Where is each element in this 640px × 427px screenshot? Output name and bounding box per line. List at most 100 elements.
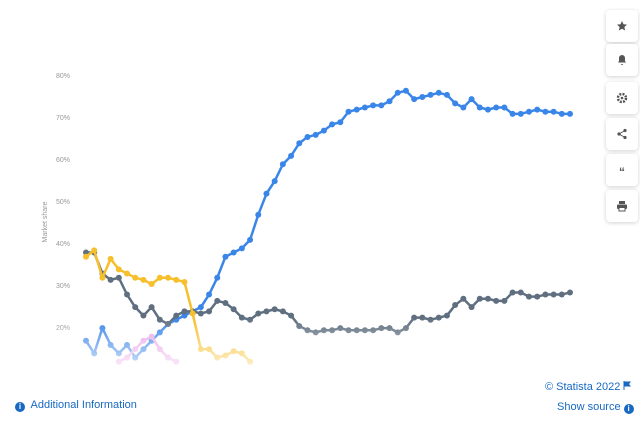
data-point <box>304 133 311 140</box>
data-point <box>542 291 549 298</box>
additional-info-text: Additional Information <box>30 399 137 411</box>
data-point <box>140 276 147 283</box>
data-point <box>83 253 89 260</box>
data-point <box>115 274 122 281</box>
data-point <box>271 306 278 313</box>
data-point <box>493 297 500 304</box>
data-point <box>329 121 336 128</box>
data-point <box>386 98 393 105</box>
data-point <box>214 274 221 281</box>
data-point <box>181 312 188 319</box>
data-point <box>222 253 229 260</box>
data-point <box>197 310 204 317</box>
data-point <box>353 106 360 113</box>
data-point <box>296 140 303 147</box>
data-point <box>509 289 516 296</box>
data-point <box>181 308 188 315</box>
data-point <box>288 152 295 159</box>
data-point <box>255 211 262 218</box>
data-point <box>370 102 377 109</box>
data-point <box>534 293 541 300</box>
data-point <box>419 94 426 101</box>
y-tick-label: 80% <box>56 73 70 80</box>
data-point <box>476 295 483 302</box>
data-point <box>402 87 409 94</box>
y-tick-label: 50% <box>56 199 70 206</box>
data-point <box>534 106 541 113</box>
data-point <box>263 308 270 315</box>
data-point <box>148 281 155 288</box>
print-button[interactable] <box>606 190 638 222</box>
additional-info-link[interactable]: i Additional Information <box>15 399 137 412</box>
data-point <box>411 96 418 103</box>
notification-button[interactable] <box>606 44 638 76</box>
data-point <box>484 295 491 302</box>
data-point <box>320 127 327 134</box>
y-tick-label: 40% <box>56 241 70 248</box>
chart: Market share 20%30%40%50%60%70%80% <box>0 73 600 380</box>
data-point <box>263 190 270 197</box>
data-point <box>132 274 139 281</box>
data-point <box>279 308 286 315</box>
share-button[interactable] <box>606 118 638 150</box>
data-point <box>501 104 508 111</box>
data-point <box>132 304 139 311</box>
data-point <box>468 96 475 103</box>
data-point <box>206 308 213 315</box>
data-point <box>567 289 573 296</box>
data-point <box>476 104 483 111</box>
settings-button[interactable] <box>606 82 638 114</box>
data-point <box>156 274 163 281</box>
show-source-link[interactable]: Show source i <box>557 401 634 414</box>
y-tick-label: 30% <box>56 283 70 290</box>
data-point <box>173 276 180 283</box>
data-point <box>214 297 221 304</box>
data-point <box>181 278 188 285</box>
data-point <box>230 306 237 313</box>
data-point <box>558 110 565 117</box>
show-source-text: Show source <box>557 401 621 413</box>
data-point <box>558 291 565 298</box>
data-point <box>443 312 450 319</box>
y-tick-label: 60% <box>56 157 70 164</box>
data-point <box>124 270 131 277</box>
data-point <box>542 108 549 115</box>
data-point <box>460 104 467 111</box>
data-point <box>517 110 524 117</box>
data-point <box>238 245 245 252</box>
data-point <box>525 108 532 115</box>
copyright[interactable]: © Statista 2022 <box>545 381 632 393</box>
data-point <box>509 110 516 117</box>
y-tick-label: 70% <box>56 115 70 122</box>
data-point <box>255 310 262 317</box>
data-point <box>460 295 467 302</box>
data-point <box>148 304 155 311</box>
data-point <box>288 312 295 319</box>
data-point <box>427 91 434 98</box>
data-point <box>452 302 459 309</box>
data-point <box>361 104 368 111</box>
data-point <box>107 255 114 262</box>
data-point <box>378 102 385 109</box>
data-point <box>394 89 401 96</box>
data-point <box>501 297 508 304</box>
y-axis-title: Market share <box>42 201 49 242</box>
data-point <box>484 106 491 113</box>
data-point <box>222 299 229 306</box>
data-point <box>550 108 557 115</box>
copyright-text: © Statista 2022 <box>545 381 621 393</box>
favorite-button[interactable] <box>606 10 638 42</box>
data-point <box>124 291 131 298</box>
cite-button[interactable]: “ <box>606 154 638 186</box>
data-point <box>247 236 254 243</box>
data-point <box>443 91 450 98</box>
data-point <box>197 304 204 311</box>
data-point <box>435 89 442 96</box>
data-point <box>468 304 475 311</box>
data-point <box>517 289 524 296</box>
data-point <box>173 312 180 319</box>
data-point <box>452 100 459 107</box>
data-point <box>550 291 557 298</box>
data-point <box>99 274 106 281</box>
